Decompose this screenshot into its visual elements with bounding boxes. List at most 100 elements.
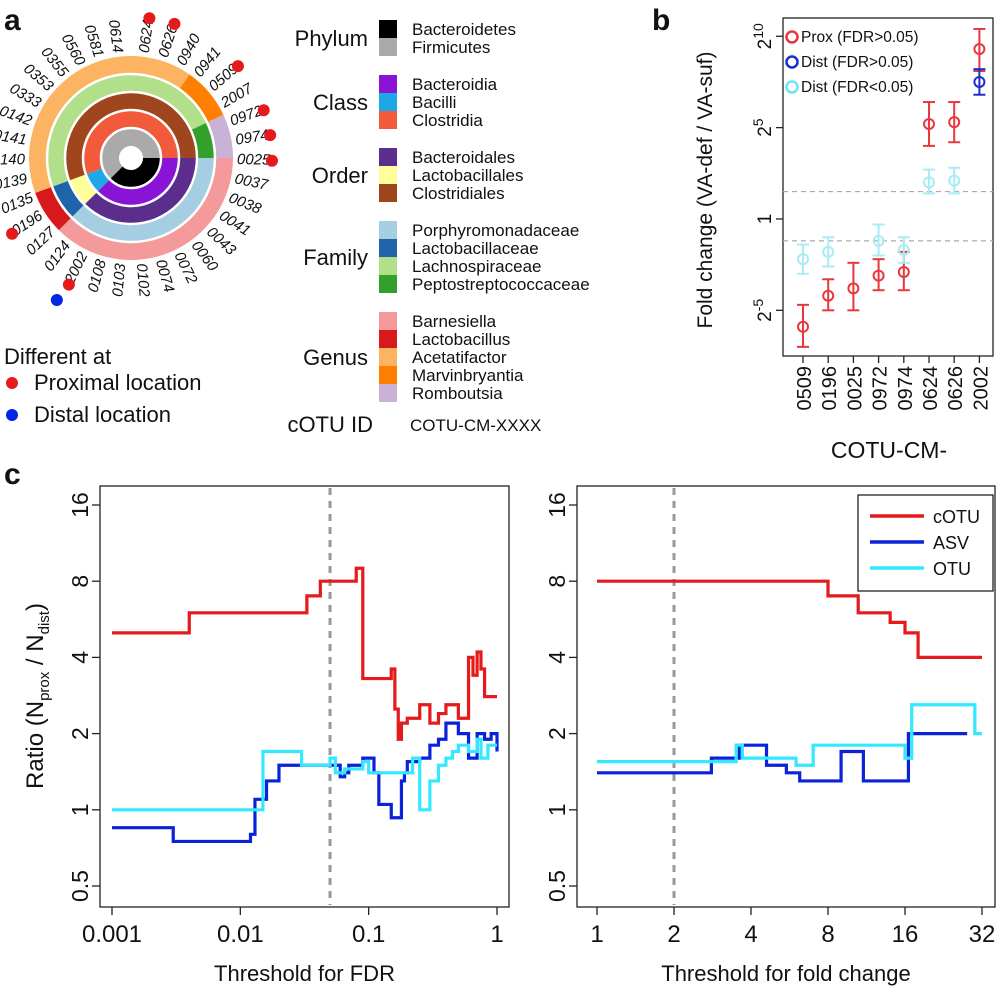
chart-b-ylabel: Fold change (VA-def / VA-suf) — [694, 51, 717, 328]
series-line-cotu — [112, 566, 497, 741]
legend-swatch — [379, 75, 397, 93]
legend-swatch — [379, 312, 397, 330]
legend-swatch — [379, 348, 397, 366]
legend-item-label: Clostridiales — [412, 184, 505, 203]
cotu-id-label: 0074 — [152, 258, 177, 295]
x-axis-label: Threshold for fold change — [661, 961, 911, 986]
diff-legend-dot — [6, 377, 18, 389]
y-tick-label: 1 — [67, 803, 93, 816]
legend-level-label: Family — [303, 245, 368, 270]
proximal-marker-dot — [143, 12, 156, 25]
legend-item-label: Lachnospiraceae — [412, 257, 541, 276]
cotu-id-label: 0140 — [0, 151, 26, 169]
legend-item-label: Marvinbryantia — [412, 366, 524, 385]
ylabel-part: / N — [22, 634, 49, 671]
legend-item-label: Peptostreptococcaceae — [412, 275, 590, 294]
proximal-marker-dot — [264, 129, 277, 142]
legend-label: Prox (FDR>0.05) — [801, 29, 919, 46]
x-tick-label: 0.01 — [217, 921, 264, 948]
legend-level-label: Phylum — [295, 26, 368, 51]
diff-legend-label: Distal location — [34, 402, 171, 427]
x-tick-label: 0972 — [870, 366, 892, 411]
legend-item-label: Romboutsia — [412, 384, 503, 403]
x-tick-label: 2 — [667, 921, 680, 948]
y-tick-label: 25 — [750, 118, 776, 137]
data-point — [897, 265, 910, 278]
cotu-id-label: 0141 — [0, 127, 28, 149]
x-tick-label: 0509 — [794, 366, 816, 411]
sunburst-segment-barnesiella — [58, 158, 233, 261]
cotu-id-label: 0614 — [105, 19, 126, 54]
sunburst-segment-lactobacillaceae — [52, 180, 85, 218]
y-tick-label: 8 — [544, 575, 570, 588]
legend-item-label: Lactobacillales — [412, 166, 524, 185]
series-line-cotu — [597, 579, 982, 659]
y-tick-base: 2 — [755, 311, 776, 322]
legend-marker — [785, 80, 799, 94]
legend-swatch — [379, 257, 397, 275]
legend-item-label: Lactobacillaceae — [412, 239, 539, 258]
y-tick-exponent: 10 — [750, 23, 766, 39]
sunburst — [29, 56, 233, 261]
chart-c-right: 0.5 1 2 4 8 16 1 2 4 8 16 32 Threshold for fold chan… — [544, 485, 996, 986]
x-tick-label: 1 — [590, 921, 603, 948]
legend-swatch — [379, 239, 397, 257]
cotu-id-title: cOTU ID — [287, 412, 373, 437]
legend-swatch — [379, 20, 397, 38]
legend-label: cOTU — [933, 507, 980, 527]
data-point — [923, 117, 935, 130]
cotu-id-label: 0037 — [233, 170, 270, 193]
legend-level-label: Class — [313, 90, 368, 115]
cotu-id-label: 0624 — [136, 19, 157, 54]
chart-c-left: 0.5 1 2 4 8 16 0.001 0.01 0.1 1 Threshold for FDR — [67, 485, 510, 986]
legend-swatch — [379, 330, 397, 348]
data-point — [847, 282, 860, 295]
legend-item-label: Barnesiella — [412, 312, 497, 331]
sunburst-segment-clostridia — [83, 110, 179, 175]
legend-swatch — [379, 384, 397, 402]
series-line-asv — [597, 732, 968, 783]
ring-separator — [99, 126, 163, 190]
x-tick-label: 0974 — [895, 366, 917, 411]
data-point — [872, 234, 885, 247]
y-tick-label: 16 — [67, 492, 93, 518]
sunburst-segment-bacteroidetes — [109, 158, 161, 188]
data-point — [948, 174, 961, 187]
chart-b-xlabel: COTU-CM- — [831, 437, 947, 463]
proximal-marker-dot — [257, 104, 270, 117]
x-tick-label: 16 — [892, 921, 919, 948]
sunburst-segment-clostridiales — [65, 92, 198, 181]
data-point — [872, 269, 885, 282]
legend-item-label: Firmicutes — [412, 38, 490, 57]
chart-b-frame — [782, 17, 994, 357]
legend-item-label: Bacilli — [412, 93, 456, 112]
ylabel-part: prox — [36, 671, 53, 701]
diff-legend-label: Proximal location — [34, 370, 202, 395]
legend-swatch — [379, 275, 397, 293]
legend-item-label: Bacteroidales — [412, 148, 515, 167]
different-at-title: Different at — [4, 344, 111, 369]
chart-c-legend: cOTU ASV OTU — [857, 494, 994, 592]
legend-swatch — [379, 366, 397, 384]
panel-label-a: a — [4, 4, 21, 37]
legend-item-label: Bacteroidetes — [412, 20, 516, 39]
legend-label: ASV — [933, 533, 969, 553]
y-tick-label: 8 — [67, 575, 93, 588]
x-axis-label: Threshold for FDR — [214, 961, 395, 986]
legend-item-label: Bacteroidia — [412, 75, 498, 94]
legend-item-label: Lactobacillus — [412, 330, 510, 349]
x-tick-label: 0624 — [920, 366, 942, 411]
legend-swatch — [379, 111, 397, 129]
data-point — [948, 116, 961, 129]
sunburst-segment-romboutsia — [207, 114, 233, 158]
cotu-id-label: 0025 — [237, 151, 271, 169]
y-tick-label: 0.5 — [544, 870, 570, 902]
proximal-marker-dot — [62, 278, 75, 291]
ring-separator — [63, 90, 199, 226]
ring-separator — [81, 108, 181, 208]
proximal-marker-dot — [6, 227, 19, 240]
x-tick-label: 4 — [744, 921, 757, 948]
series-line-otu — [112, 737, 497, 812]
proximal-marker-dot — [231, 60, 244, 73]
